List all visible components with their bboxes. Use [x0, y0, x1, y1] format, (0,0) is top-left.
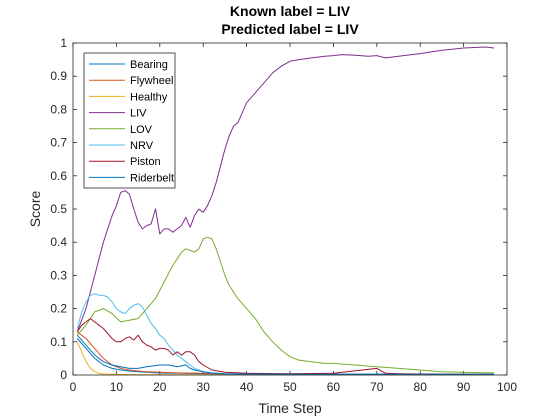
series-line-riderbelt	[76, 334, 494, 375]
y-tick-label: 0.2	[50, 302, 67, 316]
y-tick-label: 0.3	[50, 268, 67, 282]
legend-label-flywheel: Flywheel	[130, 75, 173, 87]
legend: Bearing Flywheel Healthy LIV LOV NRV Piston Rid…	[83, 52, 176, 189]
y-axis-label: Score	[27, 191, 43, 228]
plot-frame	[72, 42, 508, 376]
x-tick-label: 60	[327, 380, 341, 394]
x-tick-label: 20	[153, 380, 167, 394]
x-axis-label: Time Step	[258, 400, 321, 416]
series-line-lov	[76, 236, 494, 374]
legend-label-riderbelt: Riderbelt	[130, 172, 174, 184]
x-tick-label: 0	[70, 380, 77, 394]
x-tick-label: 40	[240, 380, 254, 394]
legend-box	[83, 52, 176, 189]
y-tick-label: 0.7	[50, 136, 67, 150]
x-tick-label: 30	[197, 380, 211, 394]
y-tick-label: 0.6	[50, 169, 67, 183]
legend-label-piston: Piston	[130, 156, 161, 168]
chart-title: Known label = LIV	[230, 3, 351, 19]
legend-label-healthy: Healthy	[130, 91, 168, 103]
x-tick-label: 90	[457, 380, 471, 394]
x-tick-label: 80	[414, 380, 428, 394]
legend-label-lov: LOV	[130, 124, 153, 136]
series-line-piston	[76, 318, 494, 375]
y-tick-label: 0.5	[50, 202, 67, 216]
x-tick-label: 50	[283, 380, 297, 394]
y-tick-label: 0.8	[50, 102, 67, 116]
chart-subtitle: Predicted label = LIV	[221, 21, 359, 37]
legend-label-bearing: Bearing	[130, 59, 168, 71]
y-axis-ticks: 0 0.1 0.2 0.3 0.4 0.5 0.6 0.7 0.8 0.9 1	[50, 36, 507, 382]
x-tick-label: 100	[497, 380, 517, 394]
y-tick-label: 1	[60, 36, 67, 50]
y-tick-label: 0.1	[50, 335, 67, 349]
series-line-liv	[76, 46, 495, 332]
series-layer	[76, 46, 495, 376]
legend-label-nrv: NRV	[130, 140, 154, 152]
y-tick-label: 0.4	[50, 235, 67, 249]
x-axis-ticks: 0 10 20 30 40 50 60 70 80 90 100	[70, 43, 517, 394]
legend-label-liv: LIV	[130, 108, 147, 120]
y-tick-label: 0.9	[50, 69, 67, 83]
x-tick-label: 70	[370, 380, 384, 394]
x-tick-label: 10	[110, 380, 124, 394]
y-tick-label: 0	[60, 368, 67, 382]
